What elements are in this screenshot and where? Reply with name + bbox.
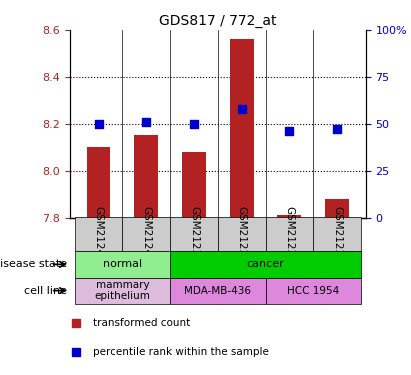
FancyBboxPatch shape bbox=[170, 251, 361, 278]
Text: GSM21236: GSM21236 bbox=[189, 206, 199, 263]
Text: GSM21237: GSM21237 bbox=[237, 206, 247, 263]
Bar bbox=[87, 147, 111, 218]
Title: GDS817 / 772_at: GDS817 / 772_at bbox=[159, 13, 277, 28]
Bar bbox=[134, 135, 158, 218]
FancyBboxPatch shape bbox=[313, 217, 361, 251]
Bar bbox=[230, 39, 254, 218]
Text: MDA-MB-436: MDA-MB-436 bbox=[184, 286, 252, 296]
Text: HCC 1954: HCC 1954 bbox=[287, 286, 339, 296]
FancyBboxPatch shape bbox=[170, 278, 266, 304]
Text: normal: normal bbox=[103, 260, 142, 269]
Text: GSM21241: GSM21241 bbox=[141, 206, 151, 263]
Text: GSM21240: GSM21240 bbox=[94, 206, 104, 262]
Point bbox=[191, 121, 197, 127]
FancyBboxPatch shape bbox=[266, 217, 313, 251]
Bar bbox=[325, 199, 349, 217]
Text: mammary
epithelium: mammary epithelium bbox=[95, 280, 150, 302]
Bar bbox=[277, 215, 301, 217]
Point bbox=[286, 128, 293, 134]
Point bbox=[334, 126, 340, 132]
FancyBboxPatch shape bbox=[170, 217, 218, 251]
Text: GSM21239: GSM21239 bbox=[332, 206, 342, 263]
FancyBboxPatch shape bbox=[266, 278, 361, 304]
Text: cancer: cancer bbox=[247, 260, 284, 269]
Text: cell line: cell line bbox=[25, 286, 67, 296]
Point bbox=[143, 119, 150, 125]
FancyBboxPatch shape bbox=[218, 217, 266, 251]
Text: disease state: disease state bbox=[0, 260, 67, 269]
FancyBboxPatch shape bbox=[75, 251, 170, 278]
Point bbox=[238, 106, 245, 112]
Text: GSM21238: GSM21238 bbox=[284, 206, 294, 263]
FancyBboxPatch shape bbox=[75, 278, 170, 304]
Point bbox=[95, 121, 102, 127]
Text: percentile rank within the sample: percentile rank within the sample bbox=[93, 347, 269, 357]
Bar bbox=[182, 152, 206, 217]
FancyBboxPatch shape bbox=[122, 217, 170, 251]
FancyBboxPatch shape bbox=[75, 217, 122, 251]
Text: transformed count: transformed count bbox=[93, 318, 190, 328]
